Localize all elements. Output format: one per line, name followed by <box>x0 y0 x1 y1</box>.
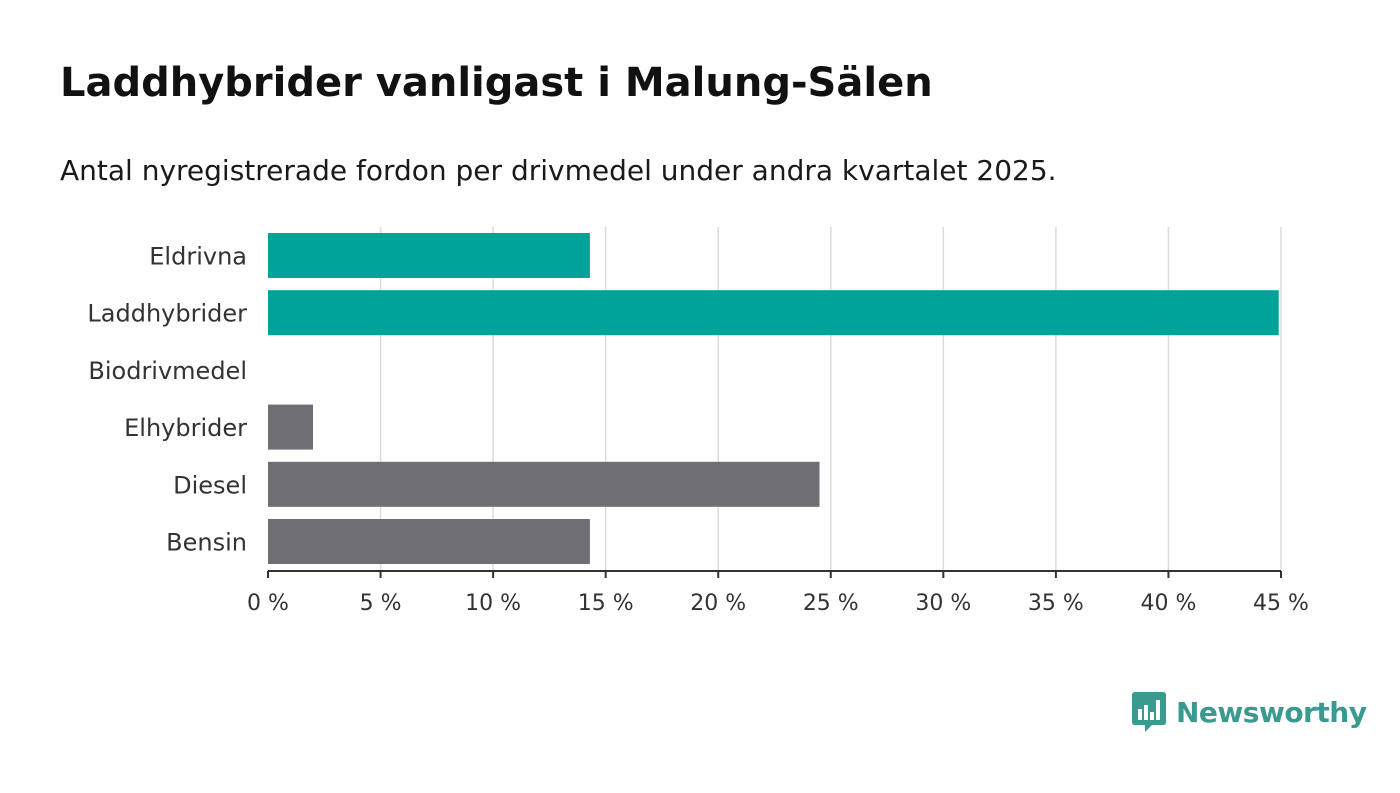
category-label: Diesel <box>173 471 247 499</box>
x-axis: 0 % 5 % 10 % 15 % 20 % 25 % 30 % 35 % 40 % 45 % <box>247 570 1309 616</box>
bar-diesel <box>268 461 820 507</box>
x-tick-label: 35 % <box>1028 591 1084 616</box>
category-label: Elhybrider <box>124 414 247 442</box>
chart-title: Laddhybrider vanligast i Malung-Sälen <box>60 60 933 106</box>
x-tick-label: 10 % <box>465 591 521 616</box>
x-tick-label: 25 % <box>803 591 859 616</box>
x-tick-label: 5 % <box>360 591 402 616</box>
category-labels: Eldrivna Laddhybrider Biodrivmedel Elhybrid… <box>87 243 247 557</box>
bar-bensin <box>268 519 590 564</box>
bars <box>268 233 1279 564</box>
bar-laddhybrider <box>268 290 1279 336</box>
x-tick-label: 30 % <box>915 591 971 616</box>
x-tick-label: 40 % <box>1140 591 1196 616</box>
x-tick-label: 20 % <box>690 591 746 616</box>
newsworthy-logo: Newsworthy <box>1132 692 1367 732</box>
bar-elhybrider <box>268 404 314 450</box>
bar-eldrivna <box>268 233 590 278</box>
category-label: Bensin <box>166 529 247 557</box>
grid-lines <box>379 227 1282 571</box>
chart-speech-bubble-icon <box>1132 692 1166 732</box>
category-label: Biodrivmedel <box>88 357 247 385</box>
x-tick-label: 45 % <box>1253 591 1309 616</box>
brand-name: Newsworthy <box>1176 695 1367 729</box>
category-label: Laddhybrider <box>87 300 247 328</box>
category-label: Eldrivna <box>149 243 247 271</box>
x-tick-label: 15 % <box>578 591 634 616</box>
bar-chart: Eldrivna Laddhybrider Biodrivmedel Elhybrid… <box>87 227 1309 616</box>
x-tick-label: 0 % <box>247 591 289 616</box>
chart-subtitle: Antal nyregistrerade fordon per drivmede… <box>60 154 1057 187</box>
